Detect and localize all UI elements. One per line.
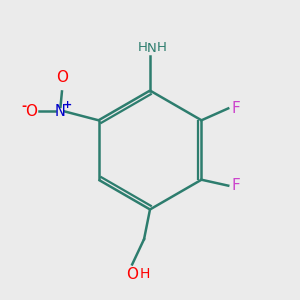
Text: O: O (56, 70, 68, 85)
Text: O: O (126, 267, 138, 282)
Text: H: H (140, 267, 150, 281)
Text: H: H (156, 41, 166, 54)
Text: O: O (25, 104, 37, 119)
Text: N: N (55, 104, 66, 119)
Text: -: - (21, 100, 26, 112)
Text: F: F (232, 178, 241, 193)
Text: H: H (138, 41, 148, 54)
Text: +: + (62, 100, 72, 110)
Text: N: N (147, 42, 156, 55)
Text: F: F (232, 101, 241, 116)
